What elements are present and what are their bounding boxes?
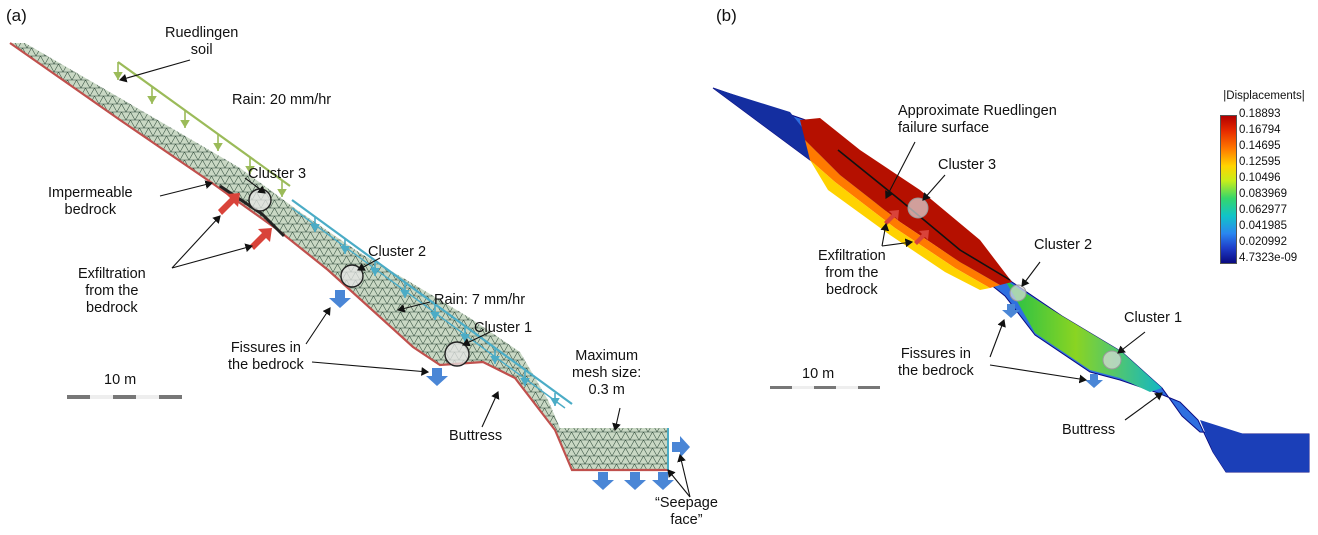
outflow-arrow <box>329 290 351 308</box>
fissures-line: Fissures in <box>900 346 971 362</box>
displacement-colorbar: |Displacements| 0.18893 0.16794 0.14695 … <box>1220 90 1318 270</box>
cluster-2-label-b: Cluster 2 <box>1034 237 1093 253</box>
scale-label-a: 10 m <box>104 372 137 388</box>
buttress-label-a: Buttress <box>449 428 503 444</box>
colorbar-tick: 0.020992 <box>1239 236 1287 248</box>
rain-lower-label: Rain: 7 mm/hr <box>434 292 526 308</box>
cluster-1-label: Cluster 1 <box>474 320 533 336</box>
colorbar-tick: 0.083969 <box>1239 188 1287 200</box>
outflow-arrow <box>1002 304 1020 318</box>
exfiltration-arrows-a <box>218 193 272 250</box>
cluster-2-marker-b <box>1009 284 1027 302</box>
failure-line: failure surface <box>898 120 990 136</box>
exfiltration-line: from the <box>85 283 139 299</box>
colorbar-tick: 0.041985 <box>1239 220 1287 232</box>
exfiltration-line: bedrock <box>86 300 138 316</box>
mesh-line: 0.3 m <box>588 382 625 398</box>
exfiltration-line: Exfiltration <box>818 248 886 264</box>
cluster-3-marker <box>248 188 272 212</box>
cluster-2-label: Cluster 2 <box>368 244 427 260</box>
colorbar-tick: 0.10496 <box>1239 172 1281 184</box>
colorbar-tick: 0.12595 <box>1239 156 1281 168</box>
bedrock-boundary <box>9 42 668 472</box>
seepage-face-label: “Seepage face” <box>655 495 718 529</box>
scale-bar-b <box>770 386 880 389</box>
colorbar-gradient <box>1220 115 1237 264</box>
exfiltration-line: Exfiltration <box>78 266 146 282</box>
panel-b-tag: (b) <box>716 6 737 25</box>
fissures-line: the bedrock <box>898 363 974 379</box>
soil-label-line: soil <box>190 42 213 58</box>
bedrock-label-line: bedrock <box>64 202 117 218</box>
colorbar-tick: 0.16794 <box>1239 124 1281 136</box>
soil-label-line: Ruedlingen <box>165 25 239 41</box>
exfiltration-line: from the <box>825 265 879 281</box>
cluster-3-marker-b <box>907 197 929 219</box>
impermeable-bedrock-label: Impermeable bedrock <box>48 185 133 219</box>
panel-b-slope <box>712 87 1310 473</box>
exfiltration-label-b: Exfiltration from the bedrock <box>818 248 886 299</box>
leader-lines-b <box>880 141 1163 421</box>
fissure-arrows-a <box>329 290 690 490</box>
clusters-a <box>248 188 470 367</box>
scale-label-b: 10 m <box>802 366 835 382</box>
colorbar-title: |Displacements| <box>1223 90 1305 102</box>
fissures-line: Fissures in <box>230 340 301 356</box>
buttress-label-b: Buttress <box>1062 422 1116 438</box>
inflow-arrow <box>884 210 899 225</box>
colorbar-tick: 0.18893 <box>1239 108 1281 120</box>
exfiltration-arrows-b <box>884 210 1103 388</box>
colorbar-tick: 0.062977 <box>1239 204 1287 216</box>
colorbar-tick: 0.14695 <box>1239 140 1281 152</box>
cluster-3-label: Cluster 3 <box>248 166 307 182</box>
cluster-1-marker-b <box>1102 350 1122 370</box>
seepage-line: face” <box>670 512 703 528</box>
cluster-2-marker <box>340 264 364 288</box>
mesh-line: mesh size: <box>572 365 642 381</box>
seepage-line: “Seepage <box>655 495 718 511</box>
rain-upper-label: Rain: 20 mm/hr <box>232 92 332 108</box>
outflow-arrow <box>672 436 690 458</box>
leader-lines-a <box>118 59 691 498</box>
soil-label: Ruedlingen soil <box>165 25 238 59</box>
panel-a-slope <box>9 42 669 472</box>
exfiltration-label-a: Exfiltration from the bedrock <box>78 266 146 317</box>
mesh-line: Maximum <box>575 348 639 364</box>
soil-mesh-body <box>10 43 668 470</box>
exfiltration-line: bedrock <box>826 282 878 298</box>
inflow-arrow <box>218 193 240 215</box>
inflow-arrow <box>914 230 929 245</box>
panel-a-tag: (a) <box>6 6 27 25</box>
cluster-1-marker <box>444 341 470 367</box>
bedrock-label-line: Impermeable <box>48 185 133 201</box>
clusters-b <box>907 197 1122 370</box>
outflow-arrow <box>652 472 674 490</box>
failure-surface-label: Approximate Ruedlingen failure surface <box>898 103 1057 137</box>
failure-zone <box>800 118 1012 285</box>
failure-line: Approximate Ruedlingen <box>898 103 1057 119</box>
cluster-1-label-b: Cluster 1 <box>1124 310 1183 326</box>
fissures-label-b: Fissures in the bedrock <box>898 346 974 380</box>
colorbar-tick: 4.7323e-09 <box>1239 252 1298 264</box>
outflow-arrow <box>592 472 614 490</box>
rain-lower-lines <box>291 199 573 409</box>
outflow-arrow <box>624 472 646 490</box>
rain-upper-lines <box>113 61 291 197</box>
outflow-arrow <box>426 368 448 386</box>
outflow-arrow <box>1085 374 1103 388</box>
inflow-arrow <box>250 228 272 250</box>
fissures-line: the bedrock <box>228 357 304 373</box>
fissures-label-a: Fissures in the bedrock <box>228 340 304 374</box>
scale-bar-a <box>67 395 182 399</box>
mesh-size-label: Maximum mesh size: 0.3 m <box>572 348 641 399</box>
cluster-3-label-b: Cluster 3 <box>938 157 997 173</box>
